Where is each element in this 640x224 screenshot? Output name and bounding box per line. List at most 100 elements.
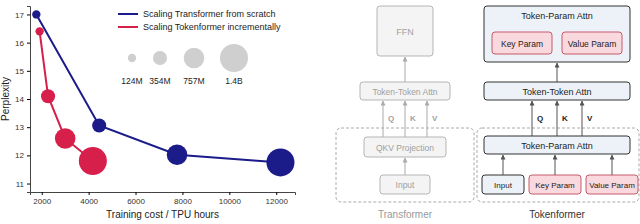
figure: 2000400060008000100001200011121314151617… xyxy=(0,0,640,224)
x-tick: 10000 xyxy=(219,192,242,206)
arrow xyxy=(427,101,428,137)
qkv-label: K xyxy=(562,114,568,123)
size-legend-circle xyxy=(184,48,205,69)
block xyxy=(529,175,581,194)
arrow xyxy=(612,155,613,175)
y-tick-mark xyxy=(27,43,30,44)
y-axis-line xyxy=(27,7,31,193)
block xyxy=(586,175,638,194)
y-tick-label: 12 xyxy=(15,151,24,160)
x-tick-label: 8000 xyxy=(174,197,192,206)
size-legend-label: 124M xyxy=(121,76,142,86)
series-line xyxy=(36,14,280,162)
block xyxy=(377,6,433,56)
y-tick: 15 xyxy=(15,67,30,76)
block-label: QKV Projection xyxy=(376,143,434,153)
size-legend-label: 757M xyxy=(183,76,204,86)
block xyxy=(380,175,430,194)
y-tick-label: 11 xyxy=(16,180,25,189)
block-label: Key Param xyxy=(535,181,575,190)
x-tick-mark xyxy=(42,192,43,195)
x-tick-mark xyxy=(136,192,137,195)
data-point xyxy=(35,27,43,35)
block xyxy=(492,32,552,54)
qkv-label: V xyxy=(432,114,438,123)
x-tick: 6000 xyxy=(127,192,145,206)
data-point xyxy=(79,147,107,175)
y-tick: 17 xyxy=(15,11,30,20)
x-tick: 4000 xyxy=(80,192,98,206)
legend-swatch xyxy=(118,26,138,28)
block xyxy=(484,136,630,154)
block-label: Token-Param Attn xyxy=(521,11,593,21)
x-tick-mark xyxy=(182,192,183,195)
block-label: Input xyxy=(396,180,416,190)
x-tick-mark xyxy=(276,192,277,195)
x-tick-mark xyxy=(229,192,230,195)
data-point xyxy=(266,148,294,176)
x-axis-line xyxy=(31,193,296,196)
legend-label: Scaling Tokenformer incrementally xyxy=(143,22,281,32)
x-axis: 2000 4000 6000 8000 10000 12000 xyxy=(31,192,296,206)
y-axis-title: Perplexity xyxy=(0,77,11,121)
qkv-label: Q xyxy=(537,114,543,123)
data-point xyxy=(167,145,188,166)
arrow xyxy=(557,63,558,82)
y-tick: 13 xyxy=(15,123,30,132)
x-tick-label: 10000 xyxy=(219,197,242,206)
arrow xyxy=(557,101,558,136)
y-tick-mark xyxy=(27,127,30,128)
legend: Scaling Transformer from scratch Scaling … xyxy=(118,9,281,32)
series-line xyxy=(40,31,93,161)
group-outline xyxy=(477,128,639,202)
panel-title: Tokenformer xyxy=(529,209,585,220)
qkv-label: K xyxy=(410,114,416,123)
block-label: Value Param xyxy=(589,181,635,190)
block-label: Token-Token Attn xyxy=(372,87,437,97)
data-point xyxy=(92,118,106,132)
qkv-label: Q xyxy=(388,114,394,123)
x-tick: 8000 xyxy=(174,192,192,206)
x-tick: 12000 xyxy=(266,192,289,206)
y-tick-mark xyxy=(27,99,30,100)
x-tick-label: 4000 xyxy=(80,197,98,206)
arrow xyxy=(405,101,406,137)
tokenformer-panel: Token-Param Attn Key Param Value Param Toke… xyxy=(477,6,639,202)
panel-title: Transformer xyxy=(378,209,433,220)
x-tick: 2000 xyxy=(33,192,51,206)
size-legend-label: 1.4B xyxy=(225,76,243,86)
arrow xyxy=(405,158,406,175)
y-tick-mark xyxy=(27,14,30,15)
legend-swatch xyxy=(118,13,138,15)
arrow xyxy=(532,101,533,136)
arrow xyxy=(555,155,556,175)
y-tick: 11 xyxy=(16,180,30,189)
x-axis-title: Training cost / TPU hours xyxy=(106,209,219,220)
arrow xyxy=(582,101,583,136)
legend-label: Scaling Transformer from scratch xyxy=(143,9,276,19)
y-axis: 11121314151617 xyxy=(15,7,30,193)
block xyxy=(484,82,630,100)
transformer-panel: FFN Token-Token Attn Q K V QKV Projection Inpu… xyxy=(336,6,474,202)
block-label: Key Param xyxy=(501,39,543,49)
block-label: FFN xyxy=(396,27,414,37)
block xyxy=(364,137,446,157)
size-legend-circle xyxy=(128,54,136,62)
y-tick-mark xyxy=(27,155,30,156)
block xyxy=(484,6,630,62)
y-tick-mark xyxy=(27,71,30,72)
y-tick-label: 14 xyxy=(15,95,24,104)
data-point xyxy=(55,128,76,149)
size-legend-label: 354M xyxy=(149,76,170,86)
y-tick-mark xyxy=(27,184,30,185)
block xyxy=(360,82,450,100)
arrow xyxy=(405,57,406,82)
block-label: Value Param xyxy=(568,39,617,49)
x-tick-label: 6000 xyxy=(127,197,145,206)
block-label: Token-Token Attn xyxy=(522,87,591,97)
block-label: Input xyxy=(494,181,513,190)
y-tick: 14 xyxy=(15,95,30,104)
data-point xyxy=(41,89,55,103)
group-outline xyxy=(336,128,474,202)
x-tick-label: 12000 xyxy=(266,197,289,206)
